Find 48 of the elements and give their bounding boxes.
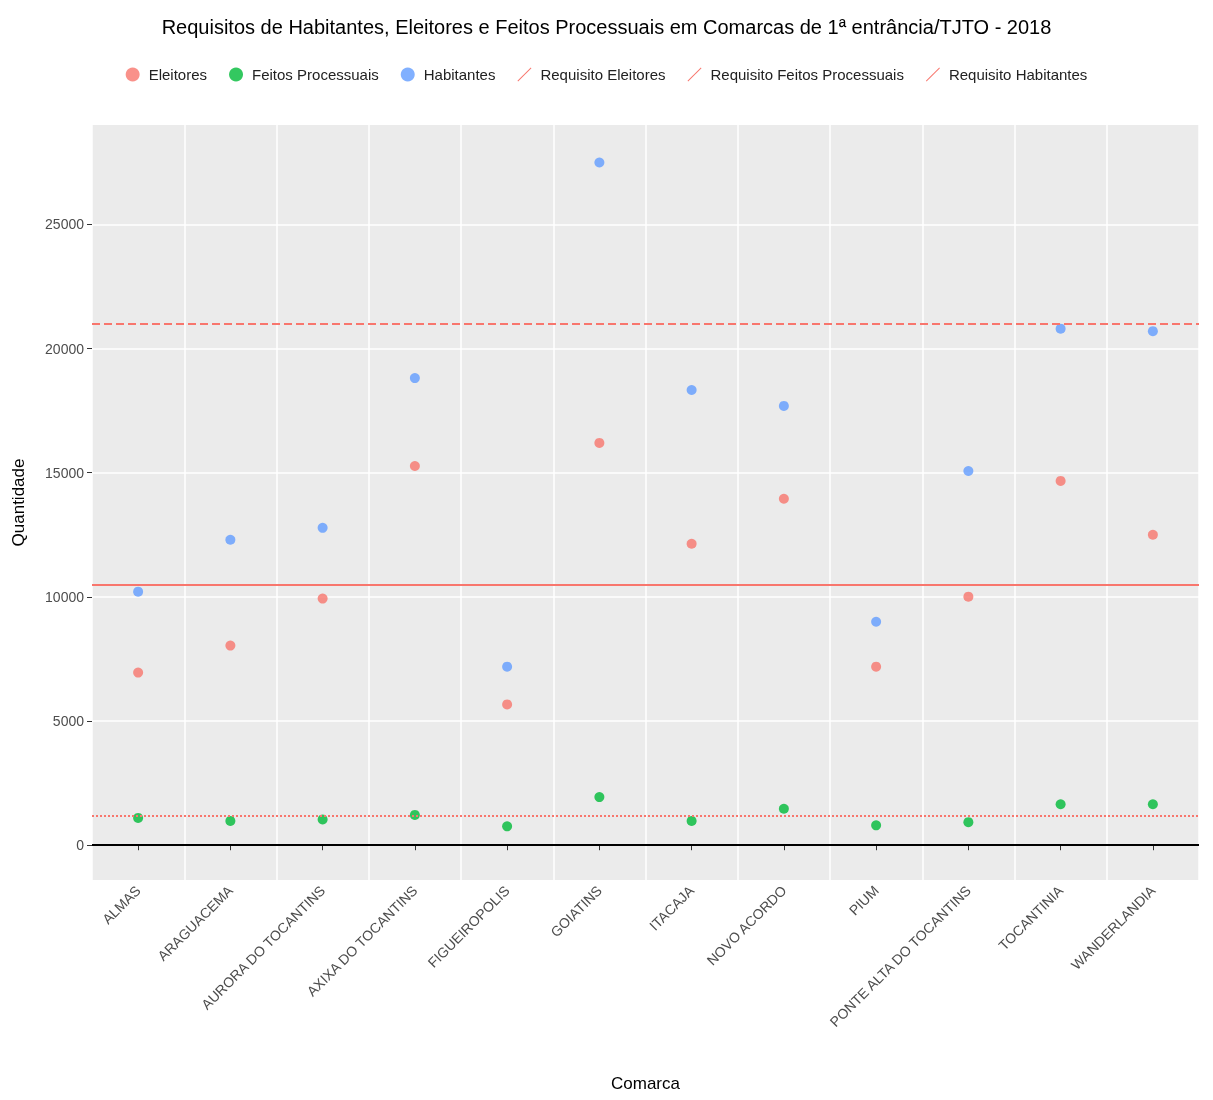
- point: [409, 460, 420, 471]
- y-tick-label: 5000: [52, 713, 85, 730]
- point: [502, 821, 513, 832]
- y-tick-label: 15000: [45, 464, 85, 481]
- point: [594, 437, 605, 448]
- point: [778, 400, 789, 411]
- x-axis-title: Comarca: [611, 1074, 681, 1093]
- point: [594, 792, 605, 803]
- point: [963, 591, 974, 602]
- point: [225, 815, 236, 826]
- y-tick-label: 10000: [45, 588, 85, 605]
- point: [133, 586, 144, 597]
- legend-label: Requisito Feitos Processuais: [710, 66, 904, 83]
- point: [225, 534, 236, 545]
- point: [686, 385, 697, 395]
- point: [133, 667, 144, 678]
- point: [871, 661, 882, 672]
- point: [1147, 529, 1158, 540]
- y-tick-label: 25000: [45, 216, 85, 233]
- point: [1055, 799, 1066, 810]
- point: [778, 493, 789, 504]
- point: [686, 538, 697, 549]
- legend-label: Requisito Habitantes: [948, 66, 1088, 83]
- legend-label: Habitantes: [423, 66, 496, 83]
- point: [317, 593, 328, 604]
- y-tick-label: 20000: [45, 340, 85, 357]
- point: [778, 803, 789, 814]
- chart-title: Requisitos de Habitantes, Eleitores e Feitos Processuais em Comarcas de 1ª entrância/TJTO - 2018: [161, 16, 1052, 38]
- point: [686, 815, 697, 826]
- point: [317, 522, 328, 533]
- legend-label: Eleitores: [148, 66, 208, 83]
- point: [1055, 475, 1066, 486]
- point: [225, 640, 236, 651]
- point: [871, 820, 882, 831]
- legend-label: Feitos Processuais: [252, 66, 379, 83]
- point: [1055, 323, 1066, 334]
- legend-label: Requisito Eleitores: [540, 66, 666, 83]
- point: [409, 373, 420, 384]
- point: [963, 465, 974, 476]
- point: [1147, 799, 1158, 810]
- y-tick-label: 0: [76, 837, 85, 854]
- y-axis-title: Quantidade: [9, 458, 28, 547]
- point: [502, 699, 513, 710]
- point: [594, 157, 605, 168]
- point: [502, 661, 513, 672]
- point: [1147, 326, 1158, 337]
- point: [871, 616, 882, 627]
- point: [963, 817, 974, 828]
